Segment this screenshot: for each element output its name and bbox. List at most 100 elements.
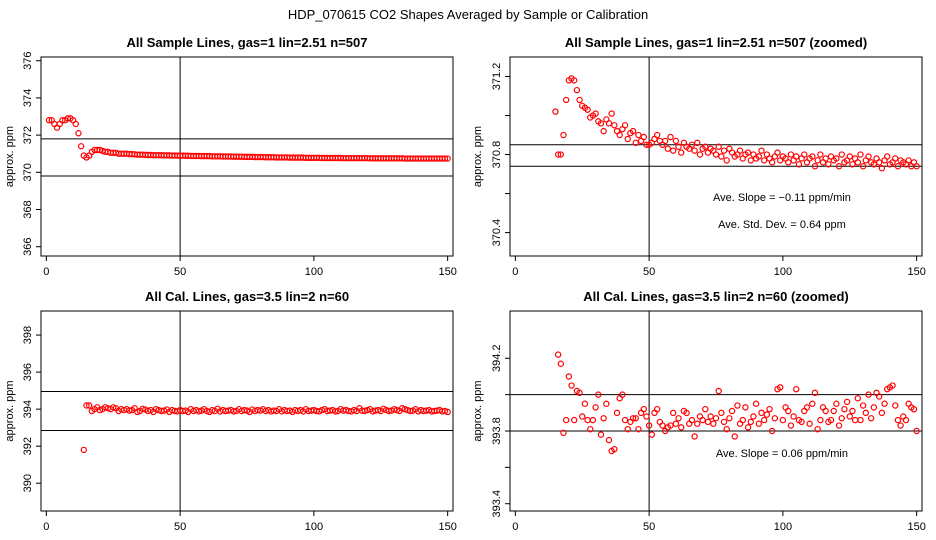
y-tick-label: 370 bbox=[22, 163, 34, 181]
data-point bbox=[747, 418, 754, 426]
data-point bbox=[195, 408, 203, 415]
data-point bbox=[768, 159, 776, 166]
data-point bbox=[688, 416, 696, 424]
data-point bbox=[758, 409, 765, 417]
data-point bbox=[568, 382, 575, 389]
data-point bbox=[889, 382, 896, 389]
y-tick-label: 393.8 bbox=[491, 417, 503, 445]
y-tick-label: 390 bbox=[22, 474, 34, 492]
data-point bbox=[760, 416, 768, 424]
data-point bbox=[902, 416, 910, 424]
data-point bbox=[814, 157, 821, 164]
data-point bbox=[910, 405, 918, 413]
data-point bbox=[744, 424, 752, 431]
data-point bbox=[640, 405, 647, 413]
data-point bbox=[667, 422, 674, 429]
data-point bbox=[611, 122, 618, 129]
data-point bbox=[798, 418, 805, 426]
data-point bbox=[878, 165, 886, 172]
data-point bbox=[691, 147, 698, 154]
data-point bbox=[881, 400, 888, 407]
plot-frame bbox=[509, 56, 923, 257]
data-point bbox=[691, 433, 698, 440]
data-point bbox=[835, 422, 843, 429]
data-point bbox=[913, 427, 920, 435]
data-point bbox=[865, 153, 872, 160]
data-point bbox=[841, 405, 848, 413]
data-point bbox=[560, 131, 567, 139]
data-point bbox=[785, 159, 792, 166]
data-point bbox=[707, 413, 714, 420]
data-point bbox=[894, 163, 902, 170]
data-point bbox=[892, 155, 899, 162]
data-point bbox=[675, 143, 682, 150]
data-point bbox=[760, 157, 768, 164]
data-point bbox=[669, 147, 677, 154]
data-point bbox=[629, 127, 637, 135]
y-tick-label: 370.4 bbox=[491, 219, 503, 247]
data-point bbox=[643, 141, 650, 148]
data-point bbox=[870, 404, 878, 411]
data-point bbox=[653, 131, 661, 139]
data-point bbox=[862, 409, 870, 417]
x-tick-label: 150 bbox=[438, 266, 456, 278]
data-point bbox=[843, 398, 851, 406]
data-point bbox=[678, 149, 685, 156]
x-tick-label: 100 bbox=[774, 266, 792, 278]
y-tick-label: 366 bbox=[22, 238, 34, 256]
data-point bbox=[774, 149, 781, 156]
plot-frame bbox=[40, 56, 454, 257]
data-point bbox=[619, 391, 626, 398]
data-point bbox=[838, 415, 845, 422]
data-point bbox=[554, 151, 562, 158]
data-point bbox=[669, 409, 677, 417]
chart-title: All Cal. Lines, gas=3.5 lin=2 n=60 (zoom… bbox=[583, 289, 849, 304]
data-point bbox=[565, 373, 573, 380]
data-point bbox=[576, 96, 583, 104]
data-point bbox=[385, 407, 392, 415]
data-point bbox=[579, 413, 586, 420]
data-point bbox=[752, 400, 760, 407]
data-point bbox=[562, 96, 570, 104]
data-point bbox=[865, 391, 872, 398]
data-point bbox=[913, 163, 920, 170]
x-tick-label: 100 bbox=[305, 521, 323, 533]
data-point bbox=[241, 406, 248, 414]
data-point bbox=[139, 405, 146, 412]
chart-title: All Sample Lines, gas=1 lin=2.51 n=507 (… bbox=[565, 35, 867, 50]
y-tick-label: 393.4 bbox=[491, 490, 503, 518]
data-point bbox=[592, 110, 599, 117]
y-tick-label: 371.2 bbox=[491, 63, 503, 91]
data-point bbox=[621, 122, 629, 129]
data-point bbox=[230, 408, 237, 415]
data-point bbox=[589, 416, 597, 424]
data-point bbox=[600, 127, 607, 135]
data-point bbox=[723, 425, 730, 433]
data-point bbox=[718, 153, 725, 160]
data-point bbox=[632, 139, 639, 147]
x-tick-label: 100 bbox=[774, 521, 792, 533]
y-axis-label: approx. ppm bbox=[472, 126, 484, 187]
y-tick-label: 392 bbox=[22, 437, 34, 455]
data-point bbox=[718, 409, 725, 417]
data-point bbox=[584, 416, 591, 424]
data-point bbox=[822, 155, 829, 162]
x-tick-label: 0 bbox=[43, 521, 49, 533]
data-point bbox=[83, 402, 90, 409]
x-tick-label: 0 bbox=[43, 266, 49, 278]
data-point bbox=[605, 120, 613, 127]
data-point bbox=[777, 384, 784, 391]
data-point bbox=[817, 416, 824, 424]
data-point bbox=[825, 161, 832, 168]
x-tick-label: 150 bbox=[438, 521, 456, 533]
data-point bbox=[624, 135, 631, 143]
data-point bbox=[809, 153, 816, 160]
series-sample-zoomed bbox=[552, 75, 920, 172]
data-point bbox=[597, 431, 605, 438]
chart-title: All Cal. Lines, gas=3.5 lin=2 n=60 bbox=[145, 289, 349, 304]
data-point bbox=[587, 425, 594, 433]
data-point bbox=[755, 420, 763, 427]
data-point bbox=[80, 446, 88, 454]
data-point bbox=[653, 405, 661, 413]
data-point bbox=[827, 416, 835, 424]
